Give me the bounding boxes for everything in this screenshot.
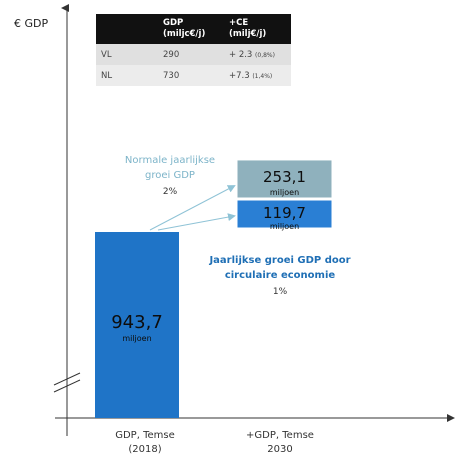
circular-growth-arrow bbox=[158, 216, 234, 230]
base-bar-value-label: 943,7 bbox=[95, 312, 179, 333]
normal-growth-percent: 2% bbox=[95, 185, 245, 200]
base-bar-unit-label: miljoen bbox=[95, 334, 179, 343]
circular-growth-annotation-line1: Jaarlijkse groei GDP door bbox=[190, 253, 370, 268]
normal-growth-annotation-line2: groei GDP bbox=[95, 168, 245, 183]
x-tick-label-2030: +GDP, Temse 2030 bbox=[225, 429, 335, 457]
circular-growth-percent: 1% bbox=[190, 285, 370, 300]
circular-growth-unit-label: miljoen bbox=[237, 222, 332, 231]
circular-growth-value-label: 119,7 bbox=[237, 206, 332, 221]
x-tick-label-base: GDP, Temse (2018) bbox=[95, 429, 195, 457]
normal-growth-annotation-line1: Normale jaarlijkse bbox=[95, 153, 245, 168]
circular-growth-annotation-line2: circulaire economie bbox=[190, 268, 370, 283]
normal-growth-unit-label: miljoen bbox=[237, 188, 332, 197]
normal-growth-value-label: 253,1 bbox=[237, 170, 332, 185]
